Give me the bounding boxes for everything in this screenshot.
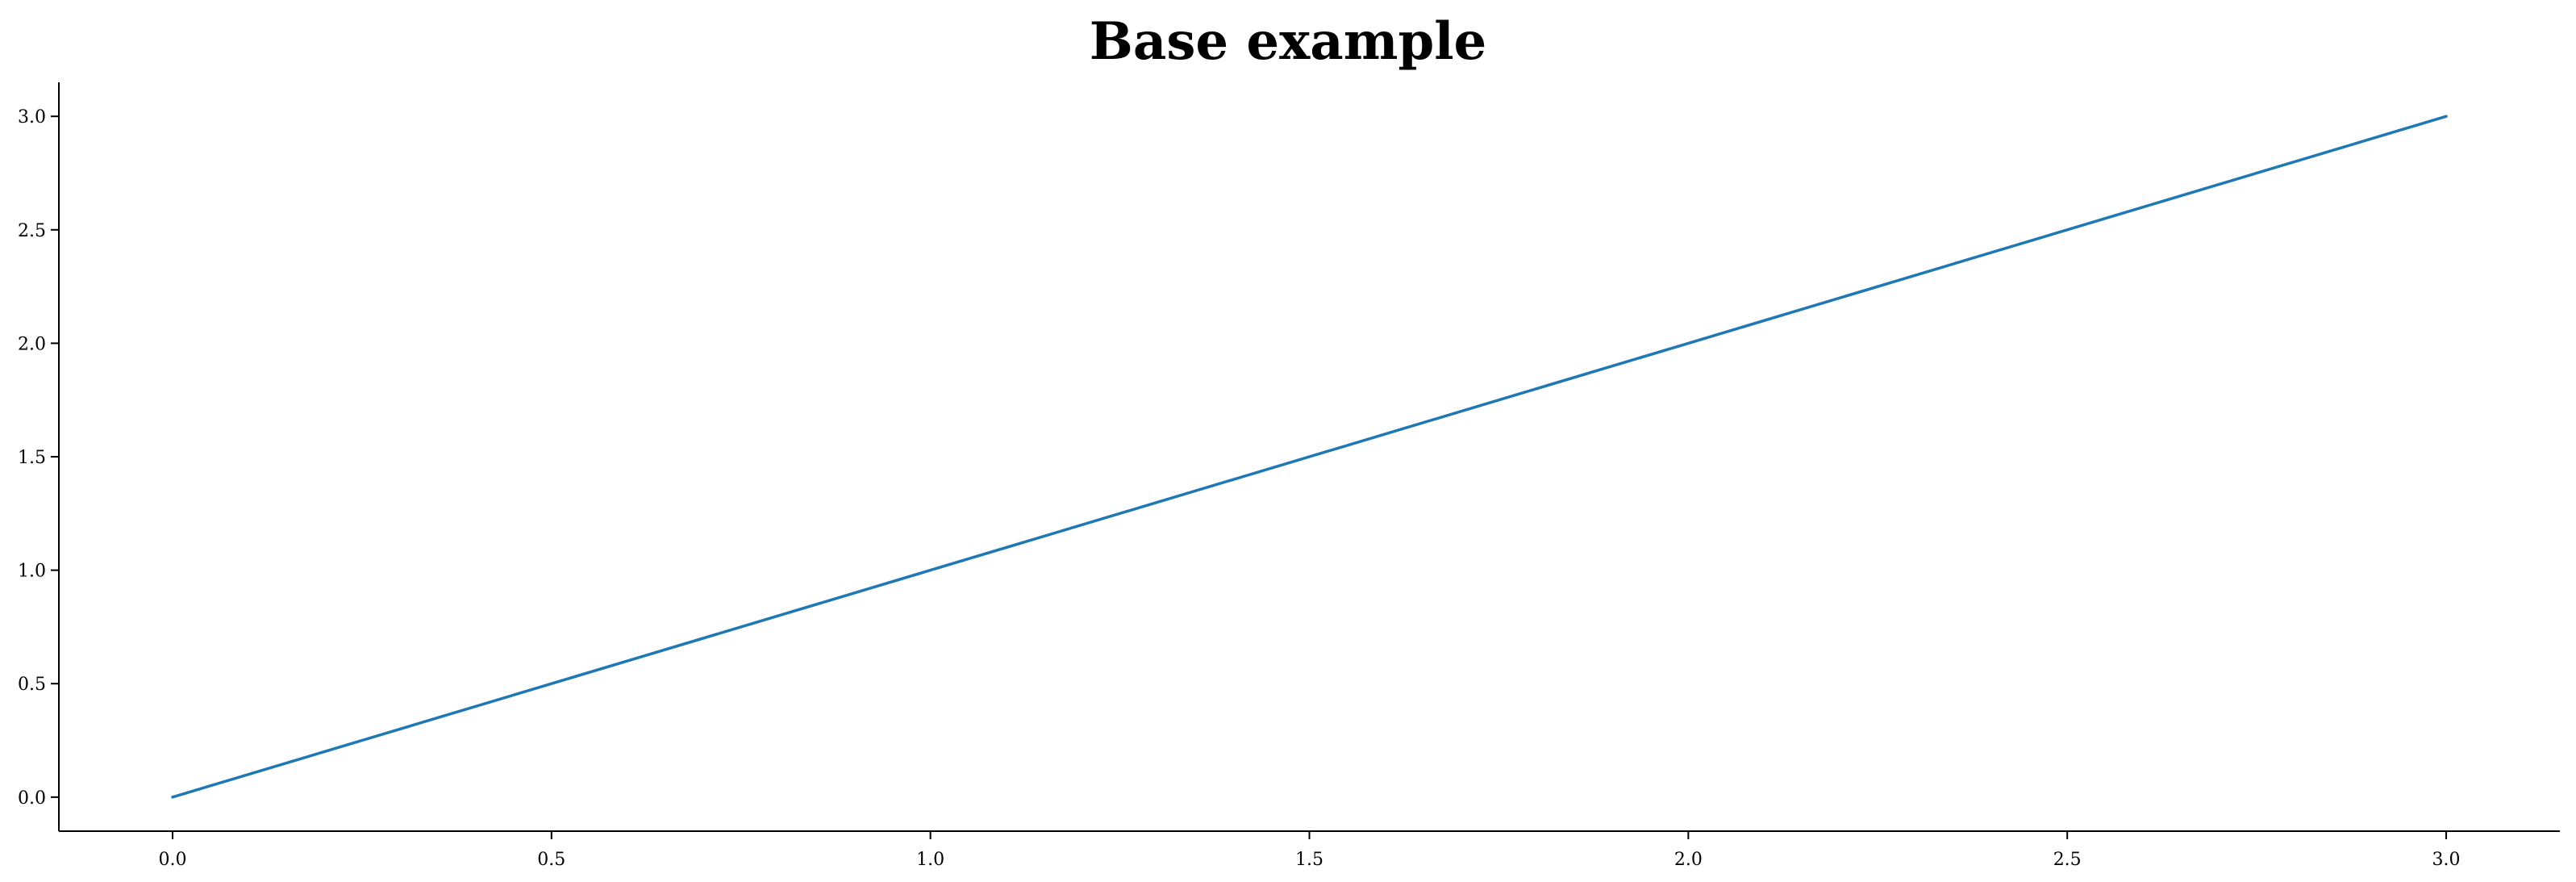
y-tick-label: 3.0 [18,107,46,127]
y-tick-label: 1.5 [18,448,46,468]
x-axis-ticks: 0.0 0.5 1.0 1.5 2.0 2.5 3.0 [158,831,2461,870]
x-tick-label: 0.5 [537,850,565,870]
series-group [171,115,2448,799]
x-tick-label: 3.0 [2432,850,2461,870]
x-tick-label: 1.0 [916,850,944,870]
y-tick-label: 1.0 [18,562,46,582]
x-tick-label: 2.5 [2053,850,2082,870]
y-tick-label: 2.0 [18,334,46,354]
chart-title: Base example [1089,11,1487,72]
y-tick-label: 2.5 [18,221,46,241]
x-tick-label: 1.5 [1295,850,1323,870]
x-tick-label: 0.0 [158,850,186,870]
series-line [171,115,2448,799]
y-axis-ticks: 0.0 0.5 1.0 1.5 2.0 2.5 3.0 [18,107,59,809]
x-tick-label: 2.0 [1674,850,1703,870]
y-tick-label: 0.0 [18,788,46,809]
y-tick-label: 0.5 [18,675,46,695]
